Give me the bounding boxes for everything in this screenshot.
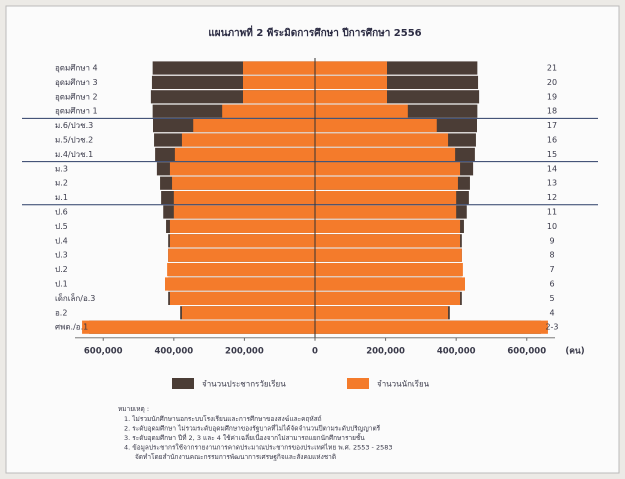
bar-left — [174, 147, 315, 161]
age-label: 13 — [547, 179, 557, 188]
bar-right — [315, 75, 387, 89]
legend-label: จำนวนประชากรวัยเรียน — [202, 380, 286, 389]
category-label: ป.5 — [55, 222, 68, 231]
age-label: 19 — [547, 92, 557, 101]
age-label: 14 — [547, 164, 557, 173]
category-label: อุดมศึกษา 1 — [55, 107, 98, 116]
category-label: ป.3 — [55, 251, 68, 260]
category-label: อุดมศึกษา 2 — [55, 92, 98, 101]
age-label: 16 — [547, 136, 557, 145]
x-tick-label: 400,000 — [437, 346, 476, 356]
bar-left — [168, 248, 315, 262]
bar-right — [315, 176, 458, 190]
note-item: 4. ข้อมูลประชากรใช้จากรายงานการคาดประมาณ… — [124, 444, 393, 452]
category-label: อุดมศึกษา 4 — [55, 64, 98, 73]
category-label: ม.1 — [55, 193, 68, 202]
bar-left — [193, 119, 315, 133]
age-label: 12 — [547, 193, 557, 202]
note-item: จัดทำโดยสำนักงานคณะกรรมการพัฒนาการเศรษฐก… — [135, 453, 336, 461]
note-item: 3. ระดับอุดมศึกษา ปีที่ 2, 3 และ 4 ใช้ค่… — [124, 433, 365, 442]
bar-left — [222, 104, 315, 118]
bar-right — [315, 191, 457, 205]
bar-right — [315, 248, 462, 262]
bar-right — [315, 234, 461, 248]
bar-left — [173, 205, 315, 219]
category-label: ม.3 — [55, 164, 68, 173]
bar-left — [169, 234, 315, 248]
age-label: 4 — [549, 308, 554, 317]
bar-left — [169, 219, 315, 233]
bar-right — [315, 104, 408, 118]
category-label: ม.6/ปวช.3 — [55, 121, 93, 130]
note-item: 1. ไม่รวมนักศึกษานอกระบบโรงเรียนและการศึ… — [124, 415, 322, 423]
bar-right — [315, 147, 456, 161]
bar-right — [315, 291, 461, 305]
bar-right — [315, 90, 387, 104]
x-unit: (คน) — [565, 346, 584, 356]
age-label: 7 — [549, 265, 554, 274]
bar-right — [315, 133, 449, 147]
bar-left — [165, 277, 315, 291]
category-label: ม.4/ปวช.1 — [55, 150, 93, 159]
age-label: 20 — [547, 78, 557, 87]
bar-left — [169, 162, 315, 176]
bar-right — [315, 320, 548, 334]
category-label: ม.5/ปวช.2 — [55, 136, 93, 145]
chart-title: แผนภาพที่ 2 พีระมิดการศึกษา ปีการศึกษา 2… — [208, 25, 421, 39]
age-label: 10 — [547, 222, 557, 231]
note-item: 2. ระดับอุดมศึกษา ไม่รวมระดับอุดมศึกษาขอ… — [124, 424, 381, 433]
bar-left — [243, 75, 315, 89]
bar-right — [315, 61, 387, 75]
category-label: ม.2 — [55, 179, 68, 188]
bar-right — [315, 219, 461, 233]
legend-label: จำนวนนักเรียน — [377, 380, 430, 389]
bar-left — [169, 291, 315, 305]
bar-left — [82, 320, 315, 334]
age-label: 21 — [547, 64, 557, 73]
category-label: ป.1 — [55, 280, 68, 289]
age-label: 15 — [547, 150, 557, 159]
bar-left — [167, 263, 315, 277]
legend-swatch — [172, 378, 194, 389]
age-label: 8 — [549, 251, 554, 260]
bar-right — [315, 162, 461, 176]
x-tick-label: 0 — [312, 346, 318, 356]
category-label: อุดมศึกษา 3 — [55, 78, 98, 87]
bar-right — [315, 277, 465, 291]
bar-left — [172, 176, 315, 190]
age-label: 18 — [547, 107, 557, 116]
category-label: เด็กเล็ก/อ.3 — [55, 293, 95, 303]
category-label: ป.4 — [55, 236, 68, 245]
age-label: 5 — [549, 294, 554, 303]
bar-right — [315, 306, 449, 320]
age-label: 11 — [547, 208, 557, 217]
legend-swatch — [347, 378, 369, 389]
bar-right — [315, 119, 437, 133]
bar-left — [243, 61, 315, 75]
x-tick-label: 200,000 — [366, 346, 405, 356]
category-label: อ.2 — [55, 308, 67, 317]
category-label: ป.6 — [55, 208, 68, 217]
bar-left — [243, 90, 315, 104]
bar-left — [181, 306, 315, 320]
notes-label: หมายเหตุ : — [118, 405, 149, 413]
bar-right — [315, 205, 457, 219]
bar-left — [181, 133, 315, 147]
age-label: 17 — [547, 121, 557, 130]
x-tick-label: 600,000 — [507, 346, 546, 356]
category-label: ป.2 — [55, 265, 68, 274]
x-tick-label: 400,000 — [154, 346, 193, 356]
x-tick-label: 600,000 — [84, 346, 123, 356]
x-tick-label: 200,000 — [225, 346, 264, 356]
category-label: ศพด./อ.1 — [55, 323, 88, 332]
bar-right — [315, 263, 463, 277]
age-label: 6 — [549, 280, 554, 289]
age-label: 9 — [549, 236, 554, 245]
age-label: 2-3 — [545, 323, 558, 332]
bar-left — [173, 191, 315, 205]
